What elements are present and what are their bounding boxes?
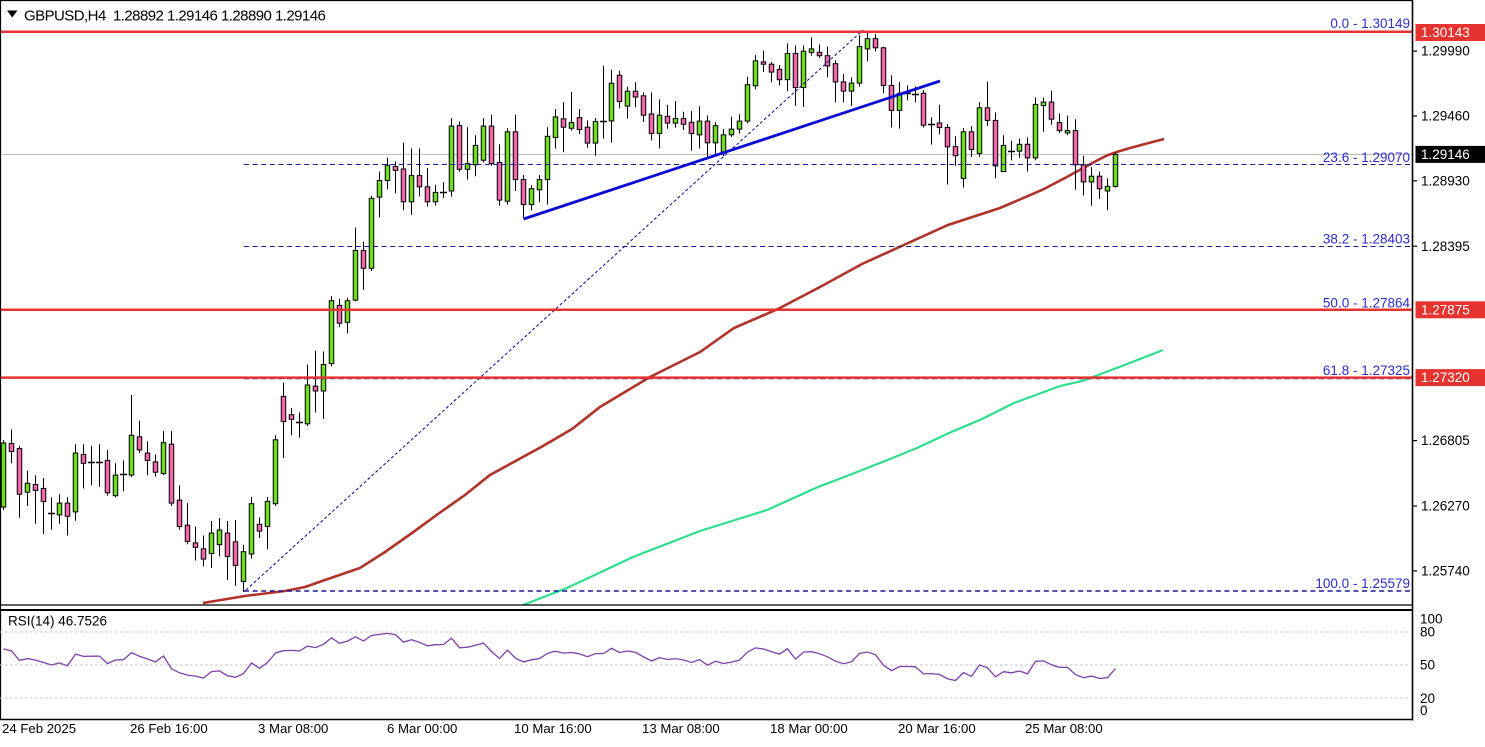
svg-text:20 Mar 16:00: 20 Mar 16:00 xyxy=(898,721,976,736)
svg-text:RSI(14) 46.7526: RSI(14) 46.7526 xyxy=(8,614,107,629)
svg-text:61.8 - 1.27325: 61.8 - 1.27325 xyxy=(1323,363,1410,378)
svg-text:18 Mar 00:00: 18 Mar 00:00 xyxy=(770,721,848,736)
svg-text:13 Mar 08:00: 13 Mar 08:00 xyxy=(642,721,720,736)
svg-text:1.28930: 1.28930 xyxy=(1421,173,1470,188)
svg-text:80: 80 xyxy=(1420,624,1435,639)
svg-text:20: 20 xyxy=(1420,691,1435,706)
svg-text:25 Mar 08:00: 25 Mar 08:00 xyxy=(1025,721,1103,736)
svg-text:100.0 - 1.25579: 100.0 - 1.25579 xyxy=(1315,576,1410,591)
svg-text:1.27875: 1.27875 xyxy=(1421,302,1470,317)
svg-text:1.29146: 1.29146 xyxy=(1421,147,1470,162)
svg-text:1.25740: 1.25740 xyxy=(1421,564,1470,579)
svg-text:38.2 - 1.28403: 38.2 - 1.28403 xyxy=(1323,232,1410,247)
svg-text:10 Mar 16:00: 10 Mar 16:00 xyxy=(514,721,592,736)
svg-text:1.30143: 1.30143 xyxy=(1421,25,1470,40)
svg-text:1.26270: 1.26270 xyxy=(1421,499,1470,514)
svg-text:50: 50 xyxy=(1420,657,1435,672)
svg-text:1.29990: 1.29990 xyxy=(1421,44,1470,59)
svg-text:23.6 - 1.29070: 23.6 - 1.29070 xyxy=(1323,150,1410,165)
svg-text:1.28395: 1.28395 xyxy=(1421,239,1470,254)
svg-text:1.27320: 1.27320 xyxy=(1421,370,1470,385)
svg-text:0.0 - 1.30149: 0.0 - 1.30149 xyxy=(1330,16,1410,31)
svg-text:6 Mar 00:00: 6 Mar 00:00 xyxy=(387,721,457,736)
svg-text:50.0 - 1.27864: 50.0 - 1.27864 xyxy=(1323,296,1411,311)
svg-text:1.26805: 1.26805 xyxy=(1421,433,1470,448)
svg-text:24 Feb 2025: 24 Feb 2025 xyxy=(2,721,76,736)
svg-text:26 Feb 16:00: 26 Feb 16:00 xyxy=(130,721,208,736)
svg-text:GBPUSD,H4 1.28892 1.29146 1.2: GBPUSD,H4 1.28892 1.29146 1.28890 1.2914… xyxy=(24,8,326,25)
svg-text:3 Mar 08:00: 3 Mar 08:00 xyxy=(258,721,328,736)
svg-text:0: 0 xyxy=(1420,703,1428,718)
svg-text:100: 100 xyxy=(1420,612,1443,627)
svg-text:1.29460: 1.29460 xyxy=(1421,109,1470,124)
